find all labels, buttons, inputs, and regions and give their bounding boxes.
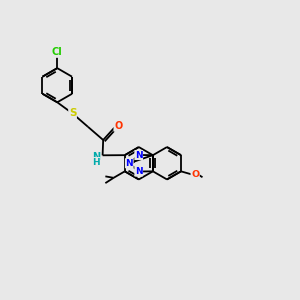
Text: Cl: Cl <box>52 47 63 57</box>
Text: O: O <box>191 170 199 179</box>
Text: H: H <box>92 158 100 166</box>
Text: O: O <box>114 121 122 131</box>
Text: N: N <box>135 151 142 160</box>
Text: N: N <box>125 159 133 168</box>
Text: N: N <box>135 167 142 176</box>
Text: N: N <box>92 152 100 162</box>
Text: S: S <box>69 109 76 118</box>
